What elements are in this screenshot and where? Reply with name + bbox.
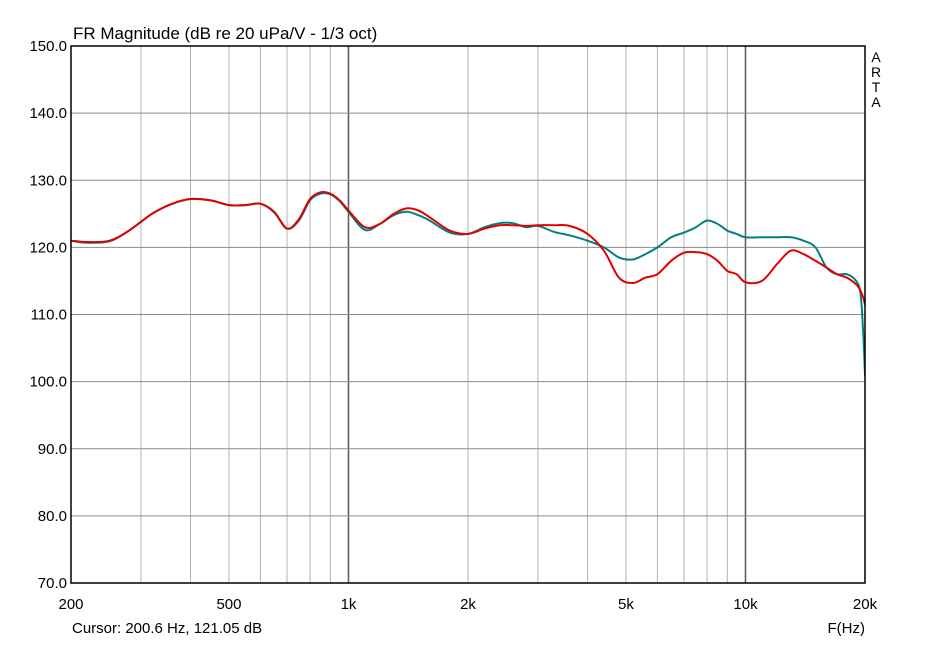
y-tick-label: 80.0 [38,508,67,525]
x-tick-label: 200 [58,596,83,613]
x-tick-label: 1k [341,596,357,613]
x-tick-label: 10k [733,596,758,613]
y-tick-label: 90.0 [38,441,67,458]
y-tick-label: 110.0 [31,307,67,324]
x-tick-label: 500 [216,596,241,613]
x-tick-labels: 200 500 1k 2k 5k 10k 20k [58,596,877,613]
y-tick-label: 70.0 [38,575,67,592]
x-axis-label: F(Hz) [828,620,866,637]
side-label-letter: A [871,94,881,110]
y-tick-label: 120.0 [29,239,67,256]
series-layer [71,190,865,376]
plot-frame [70,45,866,584]
grid-layer [70,45,866,584]
side-label-letter: R [871,64,881,80]
chart-title: FR Magnitude (dB re 20 uPa/V - 1/3 oct) [73,24,377,43]
x-tick-label: 5k [618,596,634,613]
y-tick-labels: 150.0 140.0 130.0 120.0 110.0 100.0 90.0 80.0 70… [29,38,67,592]
y-tick-label: 130.0 [29,172,67,189]
side-label-letter: T [872,79,881,95]
series-line-2 [71,190,865,306]
x-tick-label: 20k [853,596,878,613]
y-tick-label: 100.0 [29,374,67,391]
y-tick-label: 150.0 [29,38,67,55]
cursor-readout: Cursor: 200.6 Hz, 121.05 dB [72,620,262,637]
y-tick-label: 140.0 [29,105,67,122]
side-label-letter: A [871,49,881,65]
x-tick-label: 2k [460,596,476,613]
